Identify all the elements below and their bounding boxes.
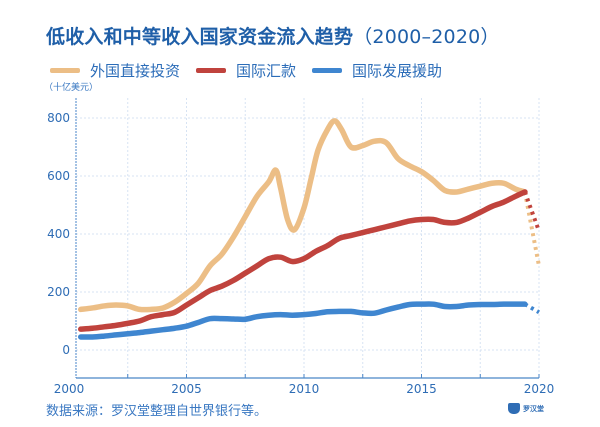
y-tick-label: 400 — [47, 227, 70, 241]
x-tick-label: 2015 — [406, 382, 437, 396]
chart-title-years: （2000–2020） — [353, 26, 500, 48]
legend-label-remittances: 国际汇款 — [236, 62, 297, 80]
legend-label-fdi: 外国直接投资 — [90, 62, 181, 80]
logo-icon — [508, 403, 520, 414]
x-tick-label: 2020 — [524, 382, 555, 396]
legend-swatch-aid — [312, 68, 343, 73]
grid — [76, 98, 540, 378]
logo-text: 罗汉堂 — [523, 404, 544, 413]
x-tick-label: 2000 — [54, 382, 85, 396]
series-line-aid — [78, 301, 528, 340]
axes — [75, 98, 540, 379]
legend-label-aid: 国际发展援助 — [352, 62, 443, 80]
legend: 外国直接投资 国际汇款 国际发展援助 — [50, 60, 458, 81]
series-group — [78, 118, 541, 340]
y-axis-unit-label: （十亿美元） — [44, 83, 99, 93]
series-projection-fdi — [522, 191, 541, 267]
series-line-remittances — [78, 189, 528, 332]
legend-swatch-remittances — [196, 68, 227, 73]
series-projection-remittances — [523, 191, 541, 232]
series-line-fdi — [78, 118, 528, 313]
y-tick-label: 0 — [62, 343, 70, 357]
y-tick-label: 800 — [47, 111, 70, 125]
series-projection-aid — [523, 302, 540, 315]
legend-item-remittances: 国际汇款 — [196, 60, 296, 81]
data-source-note: 数据来源：罗汉堂整理自世界银行等。 — [46, 404, 268, 419]
y-tick-label: 600 — [47, 169, 70, 183]
x-tick-label: 2010 — [289, 382, 320, 396]
x-tick-label: 2005 — [171, 382, 202, 396]
y-tick-label: 200 — [47, 285, 70, 299]
legend-swatch-fdi — [50, 68, 80, 73]
legend-item-aid: 国际发展援助 — [312, 60, 442, 81]
tick-labels: 0 200 400 600 800 2000 2005 2010 2015 2020 — [47, 111, 554, 396]
chart-title: 低收入和中等收入国家资金流入趋势（2000–2020） — [46, 22, 500, 49]
brand-logo: 罗汉堂 — [508, 403, 544, 414]
legend-item-fdi: 外国直接投资 — [50, 60, 180, 81]
chart-title-main: 低收入和中等收入国家资金流入趋势 — [46, 26, 354, 48]
